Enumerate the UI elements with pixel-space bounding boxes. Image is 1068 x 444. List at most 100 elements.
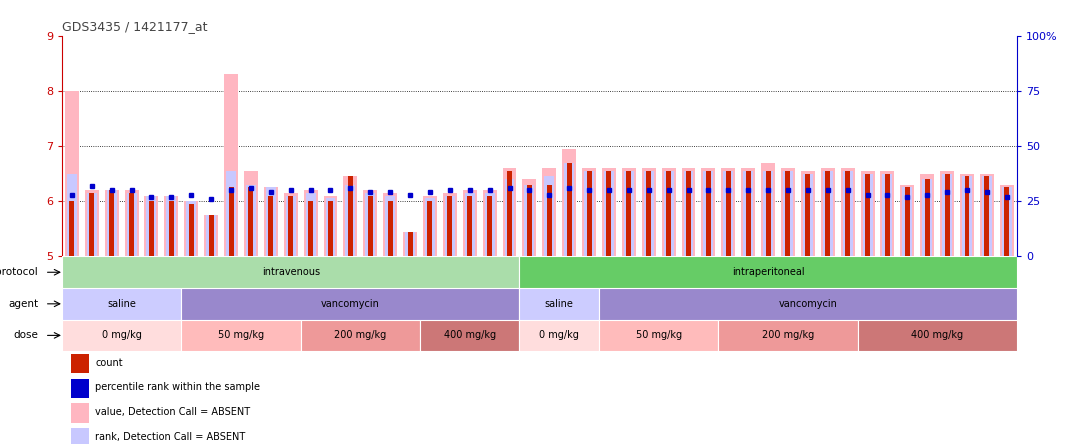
- Bar: [940, 171, 954, 257]
- Text: protocol: protocol: [0, 267, 38, 277]
- Bar: [761, 163, 775, 257]
- Bar: [644, 171, 654, 257]
- Bar: [264, 187, 278, 257]
- Bar: [507, 171, 512, 257]
- Bar: [801, 171, 815, 257]
- Bar: [942, 174, 952, 257]
- Bar: [204, 215, 218, 257]
- Bar: [408, 232, 412, 257]
- Bar: [483, 190, 497, 257]
- Bar: [845, 171, 850, 257]
- Bar: [420, 320, 519, 351]
- Bar: [960, 174, 974, 257]
- Bar: [547, 185, 552, 257]
- Bar: [624, 171, 633, 257]
- Bar: [686, 171, 691, 257]
- Bar: [268, 196, 273, 257]
- Bar: [144, 196, 158, 257]
- Bar: [62, 320, 182, 351]
- Bar: [485, 193, 494, 257]
- Bar: [519, 320, 599, 351]
- Bar: [425, 198, 435, 257]
- Bar: [586, 171, 592, 257]
- Bar: [72, 428, 89, 444]
- Bar: [125, 190, 139, 257]
- Bar: [324, 196, 337, 257]
- Bar: [84, 190, 98, 257]
- Bar: [704, 171, 713, 257]
- Bar: [284, 193, 298, 257]
- Bar: [684, 171, 693, 257]
- Bar: [545, 176, 554, 257]
- Text: GDS3435 / 1421177_at: GDS3435 / 1421177_at: [62, 20, 207, 33]
- Bar: [527, 185, 532, 257]
- Bar: [148, 201, 154, 257]
- Bar: [244, 171, 257, 257]
- Bar: [902, 187, 912, 257]
- Bar: [503, 168, 517, 257]
- Bar: [706, 171, 711, 257]
- Bar: [208, 215, 214, 257]
- Bar: [226, 171, 236, 257]
- Bar: [822, 171, 833, 257]
- Bar: [427, 201, 433, 257]
- Bar: [288, 196, 294, 257]
- Bar: [182, 288, 519, 320]
- Bar: [345, 185, 356, 257]
- Text: 200 mg/kg: 200 mg/kg: [761, 330, 814, 341]
- Bar: [721, 168, 735, 257]
- Bar: [383, 193, 397, 257]
- Bar: [962, 176, 972, 257]
- Bar: [229, 187, 234, 257]
- Bar: [363, 190, 377, 257]
- Bar: [622, 168, 635, 257]
- Bar: [182, 320, 301, 351]
- Bar: [62, 288, 182, 320]
- Bar: [885, 174, 890, 257]
- Bar: [62, 257, 519, 288]
- Bar: [487, 196, 492, 257]
- Bar: [308, 201, 313, 257]
- Bar: [72, 354, 89, 373]
- Bar: [185, 201, 199, 257]
- Bar: [858, 320, 1017, 351]
- Bar: [504, 179, 515, 257]
- Bar: [403, 232, 417, 257]
- Bar: [249, 187, 253, 257]
- Bar: [146, 196, 156, 257]
- Bar: [462, 190, 476, 257]
- Bar: [465, 193, 474, 257]
- Bar: [841, 168, 854, 257]
- Text: 200 mg/kg: 200 mg/kg: [334, 330, 387, 341]
- Text: count: count: [95, 358, 123, 368]
- Text: 0 mg/kg: 0 mg/kg: [539, 330, 579, 341]
- Bar: [186, 201, 197, 257]
- Bar: [764, 171, 773, 257]
- Bar: [663, 171, 674, 257]
- Bar: [305, 193, 315, 257]
- Bar: [388, 201, 393, 257]
- Bar: [880, 171, 894, 257]
- Bar: [405, 232, 415, 257]
- Bar: [602, 168, 616, 257]
- Bar: [925, 179, 930, 257]
- Bar: [921, 174, 934, 257]
- Bar: [344, 176, 358, 257]
- Bar: [863, 174, 873, 257]
- Bar: [167, 196, 176, 257]
- Bar: [303, 190, 317, 257]
- Bar: [944, 174, 949, 257]
- Bar: [1000, 185, 1014, 257]
- Text: agent: agent: [7, 299, 38, 309]
- Bar: [65, 91, 79, 257]
- Bar: [582, 168, 596, 257]
- Bar: [423, 196, 437, 257]
- Bar: [169, 201, 174, 257]
- Bar: [564, 163, 575, 257]
- Bar: [723, 171, 734, 257]
- Bar: [301, 320, 420, 351]
- Text: vancomycin: vancomycin: [320, 299, 380, 309]
- Bar: [584, 171, 594, 257]
- Bar: [743, 171, 753, 257]
- Text: saline: saline: [107, 299, 136, 309]
